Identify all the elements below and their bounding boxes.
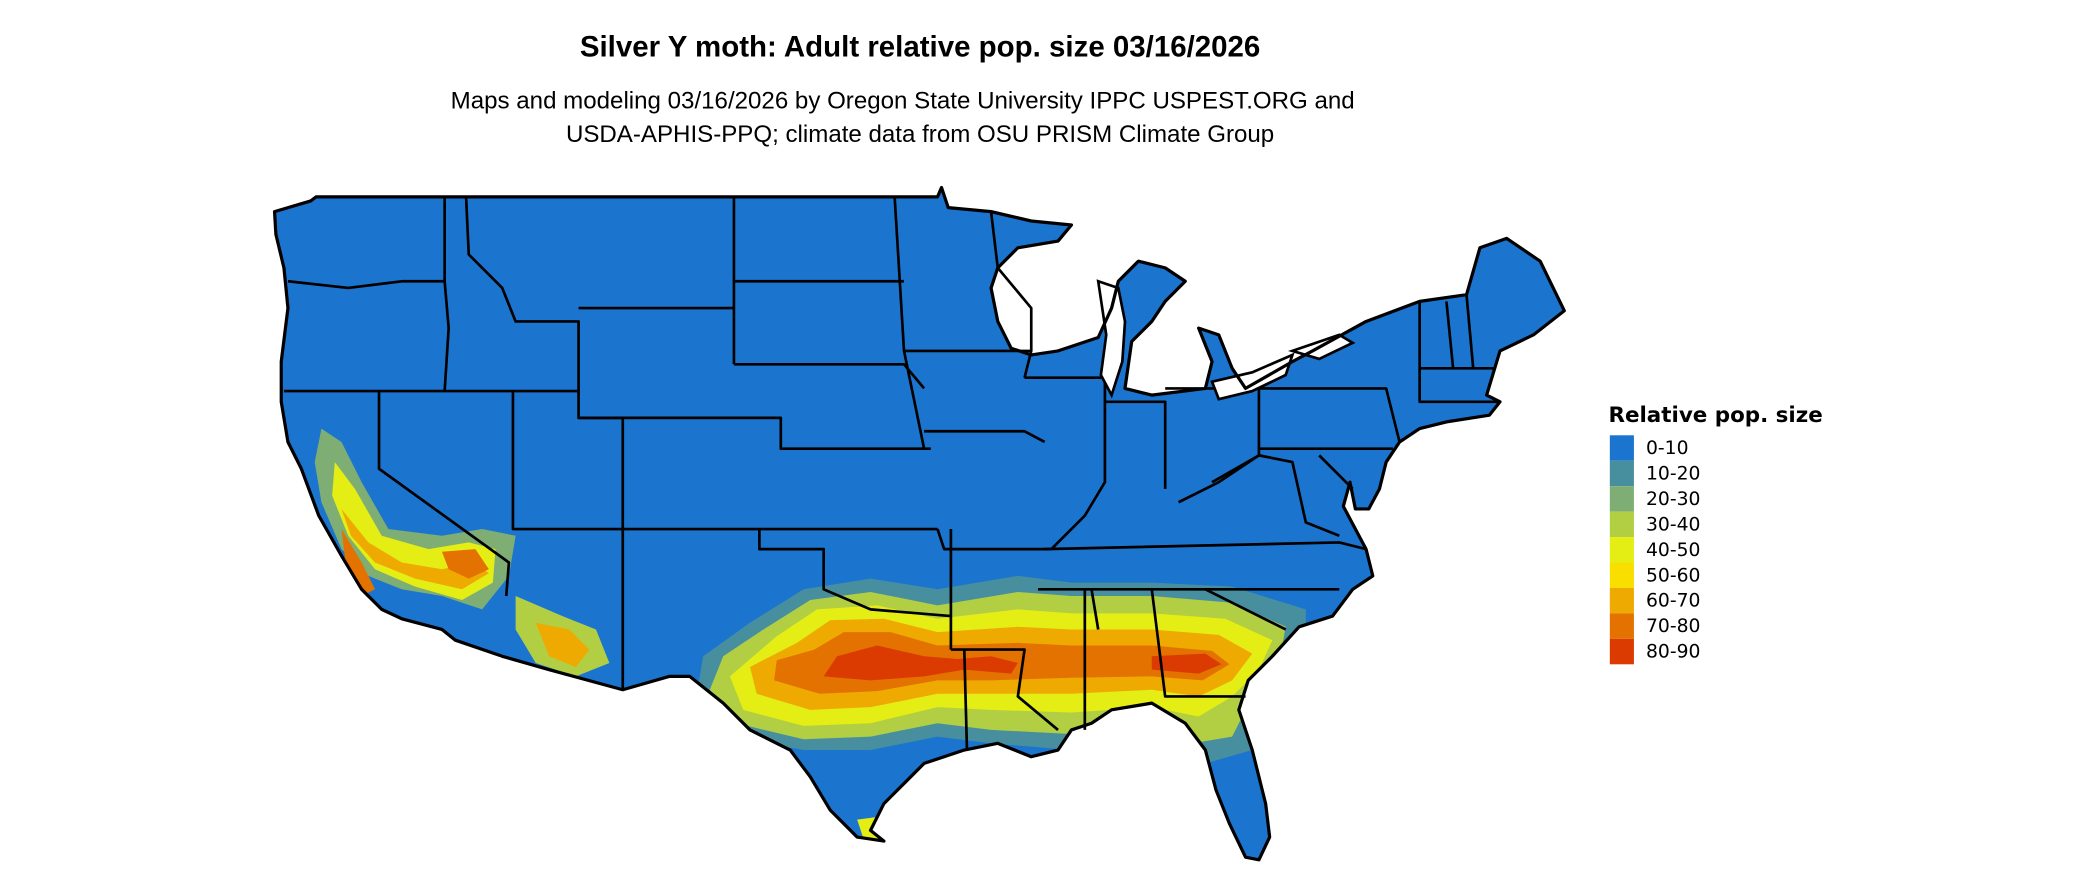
legend-item: 10-20 — [1609, 460, 1700, 487]
map-subtitle-line1: Maps and modeling 03/16/2026 by Oregon S… — [451, 88, 1355, 115]
map-title: Silver Y moth: Adult relative pop. size … — [580, 30, 1260, 63]
legend-swatch — [1609, 613, 1634, 639]
heat-band-80-90 — [1151, 653, 1222, 674]
heat-band-60-70 — [535, 622, 590, 667]
state-border — [511, 391, 623, 531]
state-border — [1204, 588, 1287, 631]
us-land-fill — [274, 187, 1565, 860]
state-border — [1318, 454, 1354, 490]
legend-item: 20-30 — [1609, 486, 1700, 512]
state-border — [1211, 454, 1340, 537]
state-border — [936, 528, 1052, 551]
legend-swatch — [1609, 435, 1634, 461]
heat-band-70-80 — [441, 549, 489, 579]
state-border — [578, 416, 931, 451]
legend-label: 40-50 — [1646, 540, 1700, 561]
state-border — [924, 429, 1046, 444]
legend-item: 60-70 — [1609, 587, 1700, 614]
legend-label: 0-10 — [1646, 438, 1689, 459]
legend-swatch — [1609, 511, 1634, 538]
state-border — [1104, 400, 1167, 489]
legend-item: 0-10 — [1609, 435, 1689, 461]
legend-item: 30-40 — [1609, 511, 1700, 538]
state-border — [1024, 376, 1107, 551]
state-border — [758, 529, 952, 618]
legend-swatch — [1609, 460, 1634, 487]
legend-label: 30-40 — [1646, 514, 1700, 535]
legend-label: 20-30 — [1646, 489, 1700, 510]
legend-label: 50-60 — [1646, 565, 1700, 586]
legend-label: 80-90 — [1646, 642, 1700, 663]
legend-label: 10-20 — [1646, 463, 1700, 484]
heat-band-60-70 — [1205, 857, 1273, 860]
legend-title: Relative pop. size — [1608, 403, 1822, 428]
lake — [1210, 352, 1295, 401]
state-border — [443, 196, 450, 392]
state-border — [1465, 294, 1475, 369]
state-border — [377, 391, 511, 597]
legend-item: 70-80 — [1609, 613, 1700, 639]
legend-item: 50-60 — [1609, 562, 1700, 588]
state-border — [950, 648, 1059, 731]
legend: Relative pop. size 0-10 10-20 20-30 30-40 40… — [1608, 403, 1823, 665]
legend-swatch — [1609, 486, 1634, 512]
legend-item: 80-90 — [1609, 638, 1700, 665]
us-map — [272, 185, 1566, 862]
heat-band-70-80 — [341, 529, 375, 596]
legend-swatch — [1609, 537, 1634, 563]
state-border — [989, 211, 1033, 379]
state-border — [1418, 301, 1500, 404]
state-border — [962, 649, 969, 751]
state-border — [1150, 589, 1246, 698]
legend-swatch — [1609, 638, 1634, 665]
state-border — [1258, 387, 1401, 443]
legend-swatch — [1609, 587, 1634, 614]
state-borders — [283, 196, 1500, 751]
legend-swatch — [1609, 562, 1634, 588]
state-border — [287, 279, 445, 290]
state-border — [1445, 301, 1455, 369]
state-border — [1090, 589, 1100, 630]
state-border — [733, 362, 926, 390]
us-outline — [272, 185, 1566, 862]
heat-band-80-90 — [823, 645, 1018, 681]
legend-label: 60-70 — [1646, 591, 1700, 612]
lake — [1096, 279, 1127, 399]
map-subtitle-line2: USDA-APHIS-PPQ; climate data from OSU PR… — [566, 121, 1274, 148]
legend-label: 70-80 — [1646, 616, 1700, 637]
legend-item: 40-50 — [1609, 537, 1700, 563]
state-border — [1044, 541, 1367, 551]
